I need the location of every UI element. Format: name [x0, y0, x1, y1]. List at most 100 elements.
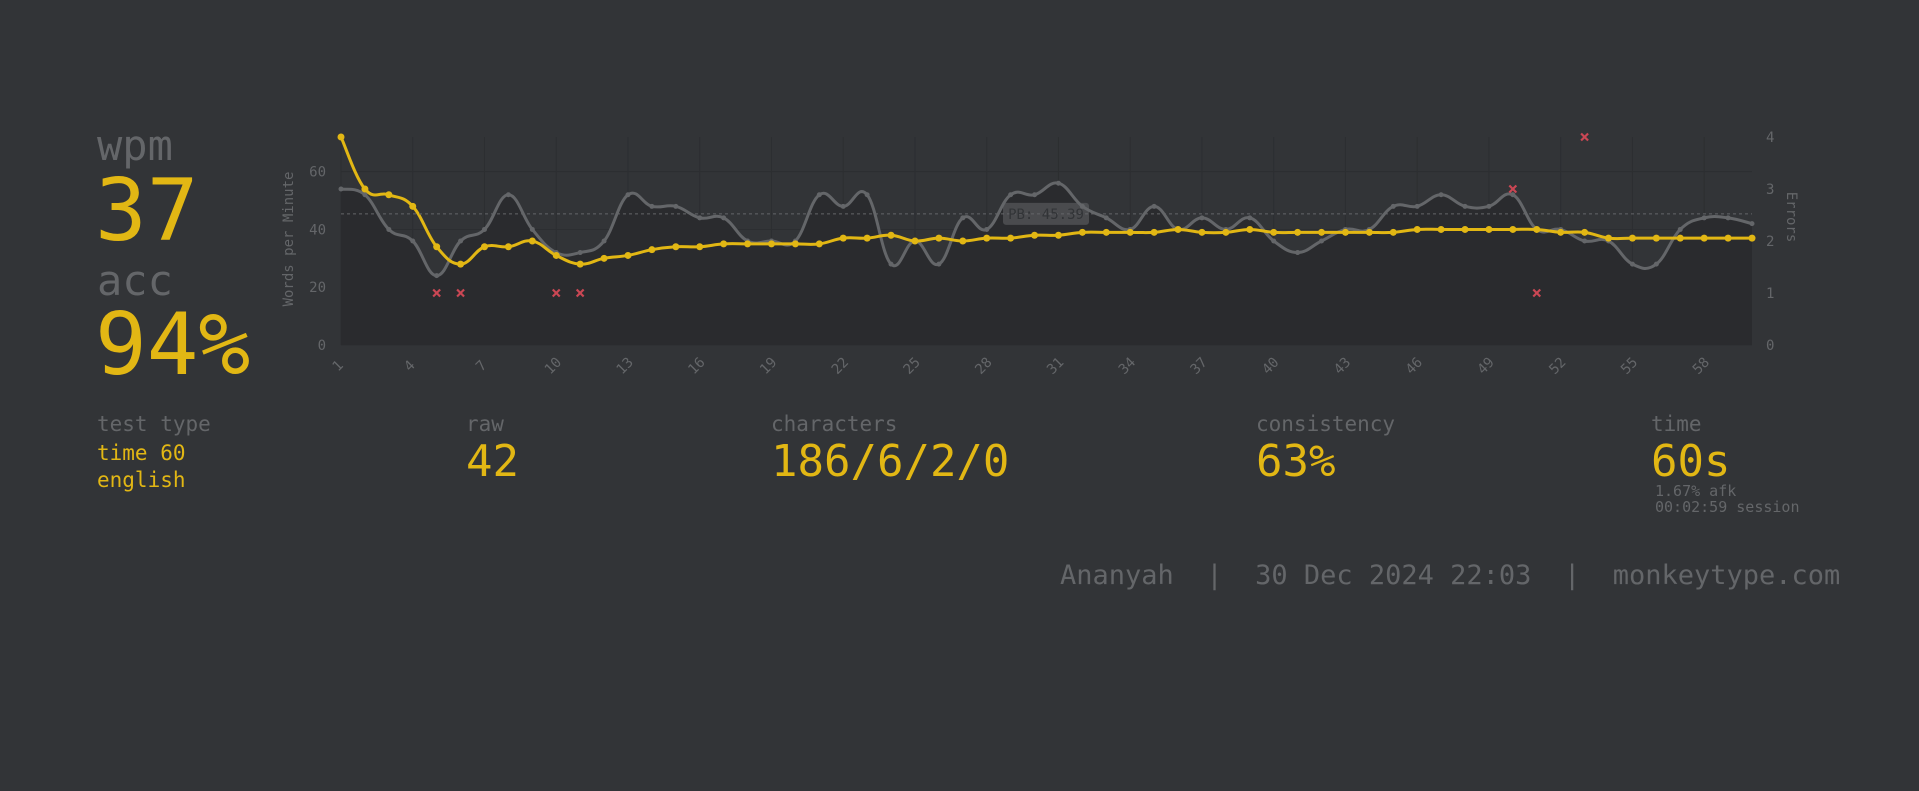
wpm-point — [1581, 228, 1589, 236]
footer: Ananyah | 30 Dec 2024 22:03 | monkeytype… — [1060, 560, 1840, 591]
x-tick-label: 25 — [901, 355, 924, 378]
raw-point — [1319, 238, 1325, 244]
wpm-point — [457, 260, 465, 268]
wpm-point — [600, 254, 608, 262]
x-tick-label: 49 — [1474, 355, 1497, 378]
raw-point — [1295, 250, 1301, 256]
x-tick-label: 34 — [1116, 355, 1139, 378]
raw-point — [1701, 215, 1707, 221]
raw-point — [864, 192, 870, 198]
raw-point — [816, 192, 822, 198]
x-tick-label: 31 — [1044, 355, 1067, 378]
x-tick-label: 4 — [401, 358, 418, 375]
wpm-point — [1700, 234, 1708, 242]
wpm-point — [552, 251, 560, 259]
characters-label: characters — [771, 412, 898, 436]
pb-label-box — [1003, 202, 1089, 225]
wpm-point — [1222, 228, 1230, 236]
wpm-point — [480, 243, 488, 251]
raw-value: 42 — [466, 436, 519, 487]
wpm-point — [1628, 234, 1636, 242]
raw-point — [1199, 215, 1205, 221]
x-tick-label: 10 — [542, 355, 565, 378]
wpm-point — [983, 234, 991, 242]
error-marker — [575, 288, 585, 298]
error-marker — [1532, 288, 1542, 298]
wpm-point — [767, 240, 775, 248]
x-tick-label: 16 — [685, 355, 708, 378]
raw-point — [338, 186, 344, 192]
wpm-point — [1605, 234, 1613, 242]
wpm-point — [1509, 225, 1517, 233]
y-tick-label: 20 — [309, 280, 326, 296]
wpm-point — [1078, 228, 1086, 236]
raw-point — [505, 192, 511, 198]
acc-label: acc — [97, 256, 173, 305]
wpm-point — [863, 234, 871, 242]
wpm-label: wpm — [97, 121, 173, 170]
raw-point — [1653, 261, 1659, 267]
raw-point — [1414, 203, 1420, 209]
wpm-point — [696, 243, 704, 251]
afk-text: 1.67% afk — [1655, 482, 1737, 500]
wpm-point — [1413, 225, 1421, 233]
raw-point — [1390, 203, 1396, 209]
x-tick-label: 52 — [1546, 355, 1569, 378]
x-tick-label: 13 — [614, 355, 637, 378]
raw-point — [1629, 261, 1635, 267]
error-marker — [1508, 184, 1518, 194]
test-type-label: test type — [97, 412, 211, 436]
wpm-point — [1557, 228, 1565, 236]
raw-point — [1438, 192, 1444, 198]
x-tick-label: 22 — [829, 355, 852, 378]
time-value: 60s — [1651, 436, 1731, 487]
wpm-point — [1461, 225, 1469, 233]
raw-point — [529, 226, 535, 232]
x-tick-label: 1 — [330, 358, 347, 375]
raw-point — [1247, 215, 1253, 221]
x-tick-label: 28 — [972, 355, 995, 378]
wpm-point — [1294, 228, 1302, 236]
raw-point — [1032, 192, 1038, 198]
wpm-point — [1246, 225, 1254, 233]
x-tick-label: 40 — [1259, 355, 1282, 378]
raw-point — [840, 203, 846, 209]
x-tick-label: 58 — [1690, 355, 1713, 378]
x-tick-label: 55 — [1618, 355, 1641, 378]
raw-point — [1008, 192, 1014, 198]
wpm-point — [1174, 225, 1182, 233]
pb-label: PB: 45.39 — [1008, 207, 1084, 223]
wpm-point — [720, 240, 728, 248]
wpm-point — [1270, 228, 1278, 236]
raw-point — [649, 203, 655, 209]
raw-point — [984, 226, 990, 232]
wpm-point — [1318, 228, 1326, 236]
wpm-point — [1126, 228, 1134, 236]
raw-point — [386, 226, 392, 232]
raw-point — [673, 203, 679, 209]
wpm-point — [1485, 225, 1493, 233]
x-tick-label: 7 — [473, 358, 490, 375]
raw-point — [625, 192, 631, 198]
acc-value: 94% — [95, 295, 251, 395]
wpm-point — [911, 237, 919, 245]
raw-point — [888, 261, 894, 267]
error-marker-stroke — [1532, 288, 1542, 298]
wpm-point — [1054, 231, 1062, 239]
footer-user: Ananyah — [1060, 560, 1174, 591]
error-marker-stroke — [1508, 184, 1518, 194]
wpm-point — [1533, 225, 1541, 233]
wpm-point — [504, 243, 512, 251]
raw-point — [1055, 180, 1061, 186]
raw-point — [434, 273, 440, 279]
y-tick-label: 0 — [318, 338, 326, 354]
error-marker-stroke — [551, 288, 561, 298]
wpm-point — [361, 185, 369, 193]
raw-point — [601, 238, 607, 244]
wpm-point — [1150, 228, 1158, 236]
time-label: time — [1651, 412, 1702, 436]
raw-point — [1749, 221, 1755, 227]
wpm-point — [935, 234, 943, 242]
raw-point — [1510, 192, 1516, 198]
wpm-point — [1007, 234, 1015, 242]
